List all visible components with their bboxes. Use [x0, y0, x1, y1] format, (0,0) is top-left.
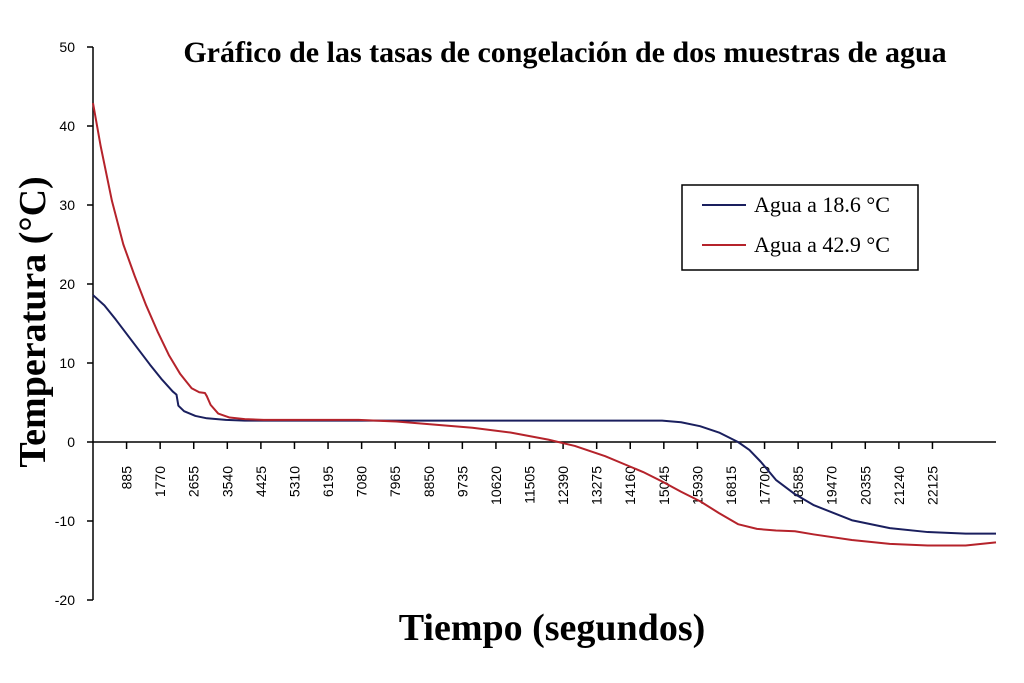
x-tick-label: 6195: [320, 466, 336, 497]
legend-box: [681, 184, 919, 271]
y-tick-label: 40: [59, 118, 75, 134]
chart-title: Gráfico de las tasas de congelación de d…: [183, 36, 946, 69]
x-tick-label: 20355: [857, 466, 873, 505]
x-tick-label: 12390: [555, 466, 571, 505]
x-tick-label: 9735: [454, 466, 470, 497]
axes: 50 40 30 20 10 0 -10 -20 885 1770 2655 3540 4425 5310…: [55, 39, 996, 608]
y-tick-label: 50: [59, 39, 75, 55]
legend-label-1: Agua a 18.6 °C: [754, 192, 890, 217]
series-layer: [92, 102, 997, 547]
x-tick-label: 885: [119, 466, 135, 490]
x-tick-label: 2655: [186, 466, 202, 497]
x-tick-label: 16815: [723, 466, 739, 505]
x-tick-label: 17700: [757, 466, 773, 505]
x-tick-label: 15045: [656, 466, 672, 505]
legend-label-2: Agua a 42.9 °C: [754, 232, 890, 257]
y-tick-label: 20: [59, 276, 75, 292]
y-tick-label: 30: [59, 197, 75, 213]
x-tick-label: 15930: [689, 466, 705, 505]
legend: Agua a 18.6 °C Agua a 42.9 °C: [681, 184, 919, 271]
y-axis-label: Temperatura (°C): [12, 176, 54, 467]
x-axis-label: Tiempo (segundos): [399, 607, 706, 649]
y-tick-label: -20: [55, 592, 75, 608]
x-tick-label: 3540: [219, 466, 235, 497]
x-tick-label: 13275: [589, 466, 605, 505]
x-tick-label: 18585: [790, 466, 806, 505]
x-tick-label: 1770: [152, 466, 168, 497]
x-tick-label: 11505: [522, 466, 538, 504]
series-line-1: [92, 294, 996, 535]
x-tick-label: 7080: [354, 466, 370, 497]
x-tick-label: 4425: [253, 466, 269, 497]
x-tick-label: 19470: [824, 466, 840, 505]
x-tick-label: 8850: [421, 466, 437, 497]
x-tick-label: 5310: [286, 466, 302, 497]
x-tick-label: 10620: [488, 466, 504, 505]
x-tick-label: 22125: [924, 466, 940, 505]
x-tick-label: 21240: [891, 466, 907, 505]
y-tick-label: -10: [55, 513, 75, 529]
x-tick-label: 7965: [387, 466, 403, 497]
series-line-2: [92, 102, 997, 547]
y-tick-label: 0: [67, 434, 75, 450]
y-tick-label: 10: [59, 355, 75, 371]
x-tick-label: 14160: [622, 466, 638, 505]
